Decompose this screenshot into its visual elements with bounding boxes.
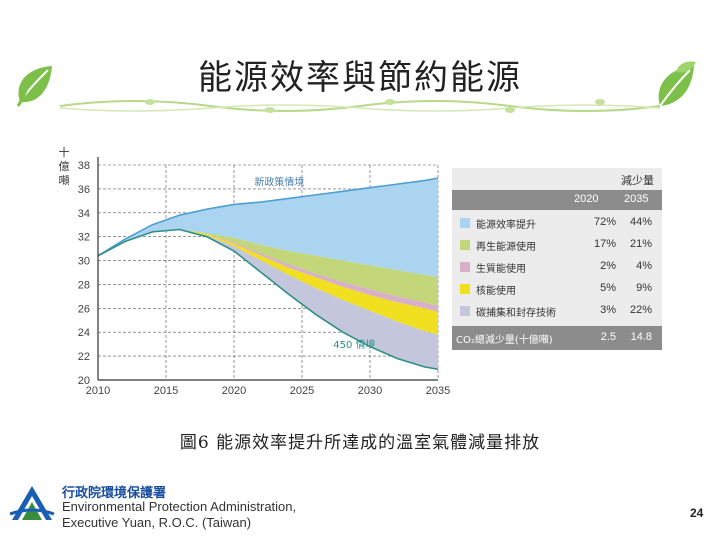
y-axis-label-char: 十: [59, 145, 70, 159]
slide-title: 能源效率與節約能源: [198, 58, 522, 98]
decorative-vine-divider: [60, 99, 660, 113]
y-tick-label: 34: [78, 208, 90, 220]
legend-swatch: [460, 240, 470, 250]
legend-swatch: [460, 284, 470, 294]
figure-caption: 圖6 能源效率提升所達成的溫室氣體減量排放: [179, 433, 541, 453]
y-axis-label-char: 億: [59, 160, 70, 173]
legend-label: 再生能源使用: [476, 242, 536, 253]
y-tick-label: 22: [78, 351, 90, 363]
y-axis-label-char: 噸: [59, 173, 70, 187]
org-name-en-line2: Executive Yuan, R.O.C. (Taiwan): [62, 515, 252, 530]
legend-row: 再生能源使用 17% 21%: [452, 234, 662, 256]
legend-label: 生質能使用: [476, 264, 526, 275]
area-ccs: [98, 229, 438, 370]
legend-value-2035: 4%: [636, 260, 652, 272]
y-tick-label: 36: [78, 184, 90, 196]
legend-value-2020: 17%: [593, 238, 616, 250]
annotation-450-scenario: 450 情境: [333, 338, 375, 351]
line-450-scenario: [97, 228, 439, 371]
legend-header: 減少量: [621, 174, 654, 187]
co2-total-2020: 2.5: [600, 331, 616, 343]
legend-value-2020: 2%: [600, 260, 616, 272]
legend-value-2020: 5%: [600, 282, 616, 294]
legend-co2-total-row: CO₂總減少量(十億噸) 2.5 14.8: [452, 326, 662, 350]
y-tick-label: 26: [78, 303, 90, 315]
y-axis-label: 十億噸: [59, 145, 70, 187]
legend-row: 生質能使用 2% 4%: [452, 256, 662, 278]
area-biofuels: [98, 229, 438, 312]
legend-year-header: 2020 2035: [452, 190, 662, 210]
legend-value-2035: 44%: [629, 216, 652, 228]
x-tick-label: 2010: [86, 385, 110, 397]
epa-logo-icon: [9, 486, 55, 520]
legend-table: 減少量 2020 2035 能源效率提升 72% 44% 再生能源使用 17% …: [452, 168, 662, 350]
legend-swatch: [460, 306, 470, 316]
chart-areas: [97, 177, 439, 371]
x-tick-label: 2015: [154, 385, 178, 397]
chart-axes: [97, 157, 438, 381]
annotation-new-policies: 新政策情境: [254, 175, 304, 188]
org-name-zh: 行政院環境保護署: [62, 486, 167, 501]
emissions-area-chart: 20 22 24 26 28 30 32 34 36 38 2010 2015 2020 2025 203…: [59, 145, 451, 397]
y-tick-label: 30: [78, 256, 90, 268]
y-tick-label: 20: [78, 375, 90, 387]
legend-year-2020: 2020: [574, 193, 599, 205]
left-leaf-icon: [16, 66, 52, 107]
legend-label: 能源效率提升: [476, 220, 536, 231]
co2-total-2035: 14.8: [630, 331, 652, 343]
legend-row: 核能使用 5% 9%: [452, 278, 662, 300]
page-number: 24: [690, 506, 704, 520]
legend-row: 能源效率提升 72% 44%: [452, 212, 662, 234]
org-name-en-line1: Environmental Protection Administration,: [62, 499, 297, 514]
legend-label: 碳捕集和封存技術: [476, 308, 556, 319]
x-tick-label: 2030: [358, 385, 382, 397]
legend-swatch: [460, 218, 470, 228]
x-tick-label: 2025: [290, 385, 314, 397]
legend-label: 核能使用: [476, 286, 516, 297]
legend-value-2035: 22%: [629, 304, 652, 316]
legend-swatch: [460, 262, 470, 272]
y-tick-label: 32: [78, 232, 90, 244]
y-tick-label: 28: [78, 279, 90, 291]
co2-total-label: CO₂總減少量(十億噸): [456, 335, 553, 346]
legend-row: 碳捕集和封存技術 3% 22%: [452, 300, 662, 322]
y-tick-label: 24: [78, 327, 90, 339]
x-tick-label: 2035: [426, 385, 450, 397]
legend-year-2035: 2035: [624, 193, 649, 205]
area-efficiency: [98, 178, 438, 278]
legend-value-2020: 3%: [600, 304, 616, 316]
y-tick-labels: 20 22 24 26 28 30 32 34 36 38: [78, 160, 90, 387]
x-tick-label: 2020: [222, 385, 246, 397]
area-renewables: [98, 229, 438, 306]
right-leaf-icon: [658, 61, 696, 107]
y-tick-label: 38: [78, 160, 90, 172]
legend-value-2035: 9%: [636, 282, 652, 294]
line-new-policies: [97, 177, 439, 257]
legend-value-2020: 72%: [593, 216, 616, 228]
x-tick-labels: 2010 2015 2020 2025 2030 2035: [86, 385, 450, 397]
legend-value-2035: 21%: [629, 238, 652, 250]
